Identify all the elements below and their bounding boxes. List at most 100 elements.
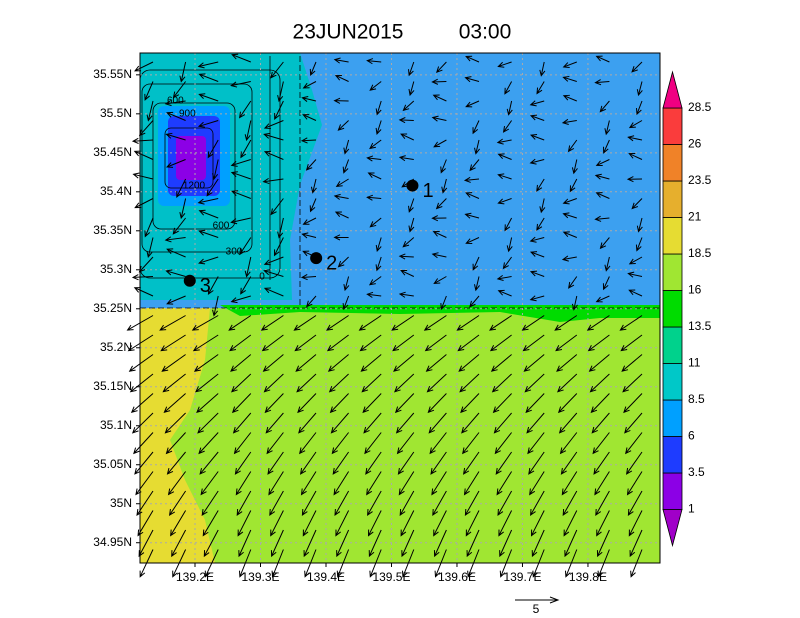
wind-arrow bbox=[267, 451, 284, 475]
wind-arrow bbox=[368, 529, 382, 558]
wind-arrow bbox=[588, 354, 610, 372]
wind-arrow bbox=[456, 315, 480, 331]
wind-arrow bbox=[297, 393, 317, 414]
wind-arrow bbox=[236, 490, 252, 517]
wind-arrow bbox=[561, 118, 577, 125]
wind-arrow bbox=[424, 334, 447, 352]
wind-arrow bbox=[192, 334, 219, 352]
wind-arrow bbox=[335, 178, 349, 187]
wind-arrow bbox=[164, 100, 186, 107]
station-label: 2 bbox=[326, 252, 337, 274]
wind-arrow bbox=[166, 111, 186, 121]
wind-arrow bbox=[364, 432, 382, 455]
y-tick-label: 35.15N bbox=[93, 379, 132, 393]
wind-arrow bbox=[441, 178, 448, 194]
wind-arrow bbox=[496, 471, 513, 496]
title-date: 23JUN2015 bbox=[293, 21, 404, 44]
wind-arrow bbox=[265, 412, 284, 434]
wind-arrow bbox=[489, 334, 512, 352]
station-label: 3 bbox=[200, 275, 211, 297]
wind-arrow bbox=[360, 354, 382, 372]
wind-arrow bbox=[146, 100, 154, 122]
colorbar-bin bbox=[662, 180, 683, 218]
wind-arrow bbox=[207, 276, 219, 295]
wind-arrow bbox=[172, 217, 186, 235]
wind-arrow bbox=[306, 295, 317, 308]
wind-arrow bbox=[203, 529, 219, 558]
wind-arrow bbox=[594, 215, 610, 222]
colorbar-bin bbox=[662, 217, 683, 255]
colorbar-label: 26 bbox=[688, 137, 702, 151]
wind-arrow bbox=[232, 412, 252, 434]
wind-arrow bbox=[431, 215, 447, 222]
wind-arrow bbox=[625, 451, 643, 475]
reference-arrow-head bbox=[549, 596, 560, 604]
wind-arrow bbox=[234, 451, 252, 475]
x-tick-label: 139.7E bbox=[503, 570, 541, 584]
wind-arrow bbox=[198, 93, 219, 102]
wind-arrow bbox=[604, 256, 611, 272]
y-tick-label: 35.05N bbox=[93, 457, 132, 471]
wind-arrow bbox=[196, 393, 219, 414]
wind-arrow bbox=[270, 510, 284, 537]
colorbar-bin bbox=[662, 290, 683, 328]
colorbar-label: 3.5 bbox=[688, 465, 705, 479]
wind-arrow bbox=[359, 334, 382, 352]
wind-arrow bbox=[333, 234, 349, 241]
wind-arrow bbox=[499, 529, 513, 558]
wind-arrow bbox=[504, 217, 513, 232]
wind-arrow bbox=[568, 276, 578, 289]
wind-arrow bbox=[369, 217, 382, 228]
wind-arrow bbox=[165, 432, 186, 455]
wind-arrow bbox=[529, 471, 545, 496]
wind-arrow bbox=[591, 412, 610, 434]
wind-arrow bbox=[274, 100, 284, 121]
wind-arrow bbox=[262, 177, 284, 185]
wind-arrow bbox=[165, 159, 186, 168]
wind-arrow bbox=[244, 120, 252, 142]
wind-arrow bbox=[263, 132, 284, 141]
wind-arrow bbox=[159, 315, 186, 331]
wind-arrow bbox=[398, 471, 415, 496]
wind-arrow bbox=[302, 217, 317, 225]
title-time: 03:00 bbox=[459, 21, 512, 44]
wind-arrow bbox=[556, 354, 578, 372]
wind-arrow bbox=[636, 217, 643, 233]
wind-arrow bbox=[426, 373, 447, 393]
wind-arrow bbox=[365, 451, 382, 475]
wind-arrow bbox=[497, 490, 513, 517]
wind-arrow bbox=[366, 471, 382, 496]
wind-arrow bbox=[310, 178, 317, 194]
wind-arrow bbox=[464, 212, 480, 219]
wind-arrow bbox=[333, 97, 349, 104]
wind-arrow bbox=[529, 100, 545, 107]
wind-arrow bbox=[239, 100, 252, 119]
wind-arrow bbox=[522, 334, 545, 352]
wind-arrow bbox=[358, 315, 382, 331]
wind-arrow bbox=[395, 412, 415, 434]
wind-arrow bbox=[526, 412, 545, 434]
wind-arrow bbox=[496, 138, 512, 145]
wind-arrow bbox=[131, 412, 154, 434]
wind-arrow bbox=[230, 354, 252, 372]
wind-arrow bbox=[170, 510, 187, 537]
wind-arrow bbox=[179, 198, 187, 220]
colorbar-label: 1 bbox=[688, 502, 695, 516]
wind-arrow bbox=[529, 295, 545, 302]
wind-arrow bbox=[273, 237, 284, 257]
wind-arrow bbox=[539, 198, 546, 214]
wind-arrow bbox=[440, 295, 447, 311]
wind-arrow bbox=[400, 133, 415, 141]
colorbar-bin bbox=[662, 363, 683, 401]
wind-arrow bbox=[166, 451, 186, 475]
wind-arrow bbox=[334, 490, 350, 517]
wind-arrow bbox=[528, 451, 545, 475]
wind-arrow bbox=[521, 315, 545, 331]
colorbar-label: 8.5 bbox=[688, 392, 705, 406]
wind-arrow bbox=[627, 135, 643, 142]
wind-arrow bbox=[631, 61, 643, 73]
wind-arrow bbox=[571, 159, 578, 175]
wind-arrow bbox=[392, 334, 415, 352]
wind-arrow bbox=[463, 176, 480, 183]
wind-arrow bbox=[523, 354, 545, 372]
